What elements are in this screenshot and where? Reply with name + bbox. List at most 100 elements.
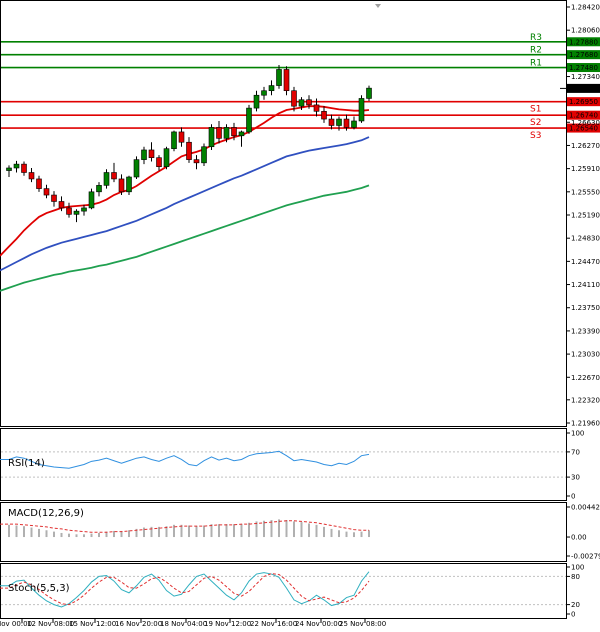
level-price-r2: 1.27680 [569,51,598,59]
candle-body [21,163,27,173]
level-price-s1: 1.26950 [569,98,598,106]
candle-body [321,111,327,120]
stoch-pane-frame [0,563,567,619]
candle-body [96,185,102,193]
time-tick-label: 19 Nov 12:00 [204,620,251,628]
pivot-levels: R3 1.27880 R2 1.27680 R1 1.27480 S1 1.26950 S2 1.… [1,33,600,141]
candle-body [148,149,155,158]
candle-body [156,157,162,168]
time-tick-label: 24 Nov 00:00 [295,620,342,628]
candle-body [43,188,50,196]
candle-body [88,191,95,209]
candle-body [283,69,290,92]
level-price-tag-r1 [567,63,600,73]
price-tick-label: 1.28060 [571,27,600,35]
level-price-s3: 1.26540 [569,125,598,133]
stoch-main-line [0,571,370,608]
candle-body [313,104,320,112]
candle-body [358,98,365,122]
price-tick-label: 1.23750 [571,304,600,312]
price-tick-label: 1.23390 [571,327,600,335]
candle-body [6,167,12,171]
main-pane-frame [0,0,567,427]
candle-body [13,163,20,169]
candle-body [298,99,305,107]
candle-body [253,94,260,109]
level-price-s2: 1.26740 [569,112,598,120]
time-tick-label: 16 Nov 20:00 [115,620,162,628]
candle-body [66,207,72,215]
stoch-tick-label: 100 [571,564,584,572]
macd-signal-line [0,520,369,533]
macd-tick-label: 0.004427 [571,504,600,512]
macd-tick-label: 0.00 [571,534,587,542]
price-tick-label: 1.27340 [571,73,600,81]
stoch-signal-line [0,573,370,606]
price-tick-label: 1.22320 [571,396,600,404]
price-tick-label: 1.22670 [571,374,600,382]
price-tick-label: 1.26630 [571,119,600,127]
candle-body [103,172,110,186]
rsi-label: RSI(14) [8,458,45,469]
candle-body [223,127,230,139]
price-tick-label: 1.25190 [571,212,600,220]
time-tick-label: 12 Nov 08:00 [27,620,74,628]
candle-body [193,159,200,164]
macd-pane-frame [0,502,567,562]
time-tick-label: Nov 00:00 [0,620,32,628]
price-tick-label: 1.21960 [571,420,600,428]
candle-body [186,141,192,160]
candle-body [141,149,147,160]
time-tick-label: 25 Nov 08:00 [339,620,386,628]
candle-body [126,176,132,193]
level-name-r2: R2 [530,46,542,56]
price-tick-label: 1.24830 [571,235,600,243]
candle-body [238,131,245,137]
rsi-line [0,450,370,469]
time-tick-label: 22 Nov 16:00 [250,620,297,628]
level-price-tag-s1 [567,97,600,107]
chart-shift-marker [375,4,381,8]
candle-body [306,99,312,106]
rsi-pane-frame [0,428,567,501]
candle-body [351,120,357,128]
level-name-r1: R1 [530,59,542,69]
price-tick-label: 1.24110 [571,281,600,289]
candle-body [36,178,42,189]
rsi-tick-label: 100 [571,430,584,438]
stoch-label: Stoch(5,5,3) [8,583,70,594]
level-price-tag-r2 [567,50,600,60]
price-tick-label: 1.25910 [571,165,600,173]
level-name-s2: S2 [530,118,541,128]
time-tick-label: 18 Nov 04:00 [160,620,207,628]
level-name-r3: R3 [530,33,542,43]
candle-body [261,90,267,96]
level-name-s1: S1 [530,105,541,115]
level-price-r1: 1.27480 [569,64,598,72]
candle-body [133,159,140,178]
time-tick-label: 15 Nov 12:00 [69,620,116,628]
candle-body [246,107,252,133]
macd-label: MACD(12,26,9) [8,508,84,519]
candle-body [171,131,177,149]
candle-body [328,118,335,126]
candle-body [276,69,282,86]
price-tick-label: 1.25550 [571,188,600,196]
ma-slow-line [0,184,370,292]
candles [6,64,372,223]
candle-body [51,194,57,202]
rsi-tick-label: 30 [571,474,580,482]
candle-body [118,178,125,193]
candle-body [58,201,65,209]
price-tick-label: 1.24470 [571,258,600,266]
candle-body [178,131,185,143]
candle-body [291,90,297,107]
candle-body [366,87,372,99]
level-name-s3: S3 [530,131,541,141]
candle-body [111,172,117,180]
candle-body [81,207,87,212]
candle-body [231,127,237,137]
candle-body [28,172,35,180]
rsi-tick-label: 0 [571,493,575,501]
